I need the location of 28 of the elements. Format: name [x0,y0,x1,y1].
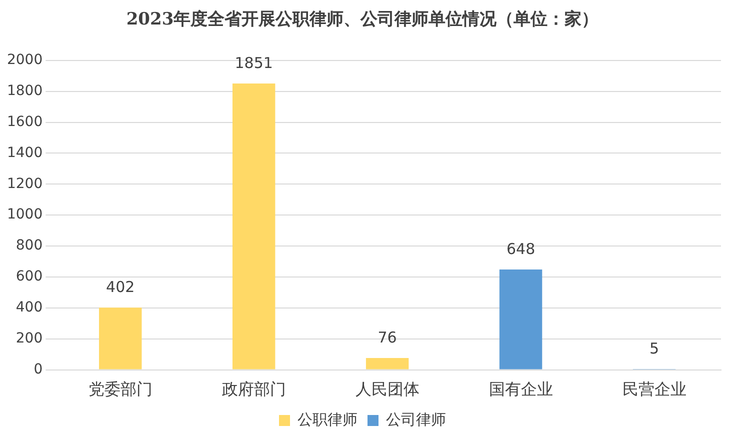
legend-label: 公司律师 [386,410,446,428]
y-tick-label: 1000 [6,206,43,223]
data-label: 76 [378,328,397,346]
x-tick-label: 人民团体 [355,380,420,399]
chart-title: 2023年度全省开展公职律师、公司律师单位情况（单位：家） [126,10,599,30]
y-tick-label: 400 [16,300,43,316]
y-tick-label: 0 [34,361,43,378]
bar [99,308,142,370]
data-label: 402 [106,278,135,296]
y-tick-label: 1600 [6,114,43,130]
bar [499,270,542,370]
data-label: 648 [506,240,536,258]
data-label: 5 [649,339,660,358]
y-tick-label: 1200 [6,176,43,192]
y-tick-label: 600 [16,268,43,285]
x-tick-label: 民营企业 [622,380,686,399]
y-tick-label: 200 [16,330,43,346]
legend-label: 公职律师 [298,410,358,428]
data-label: 1851 [234,54,273,72]
bar [366,358,409,370]
x-tick-label: 党委部门 [88,380,152,399]
y-tick-label: 1800 [6,82,43,99]
x-tick-label: 政府部门 [222,380,286,399]
y-tick-label: 2000 [6,52,43,68]
x-tick-label: 国有企业 [488,380,553,399]
bar [232,83,276,370]
y-tick-label: 800 [16,238,43,254]
y-tick-label: 1400 [6,144,43,161]
